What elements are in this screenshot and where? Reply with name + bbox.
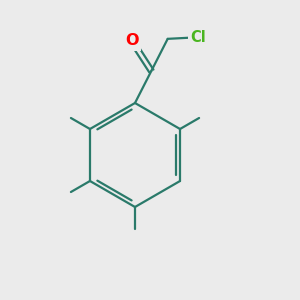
Text: O: O: [125, 33, 139, 48]
Text: Cl: Cl: [190, 30, 206, 45]
